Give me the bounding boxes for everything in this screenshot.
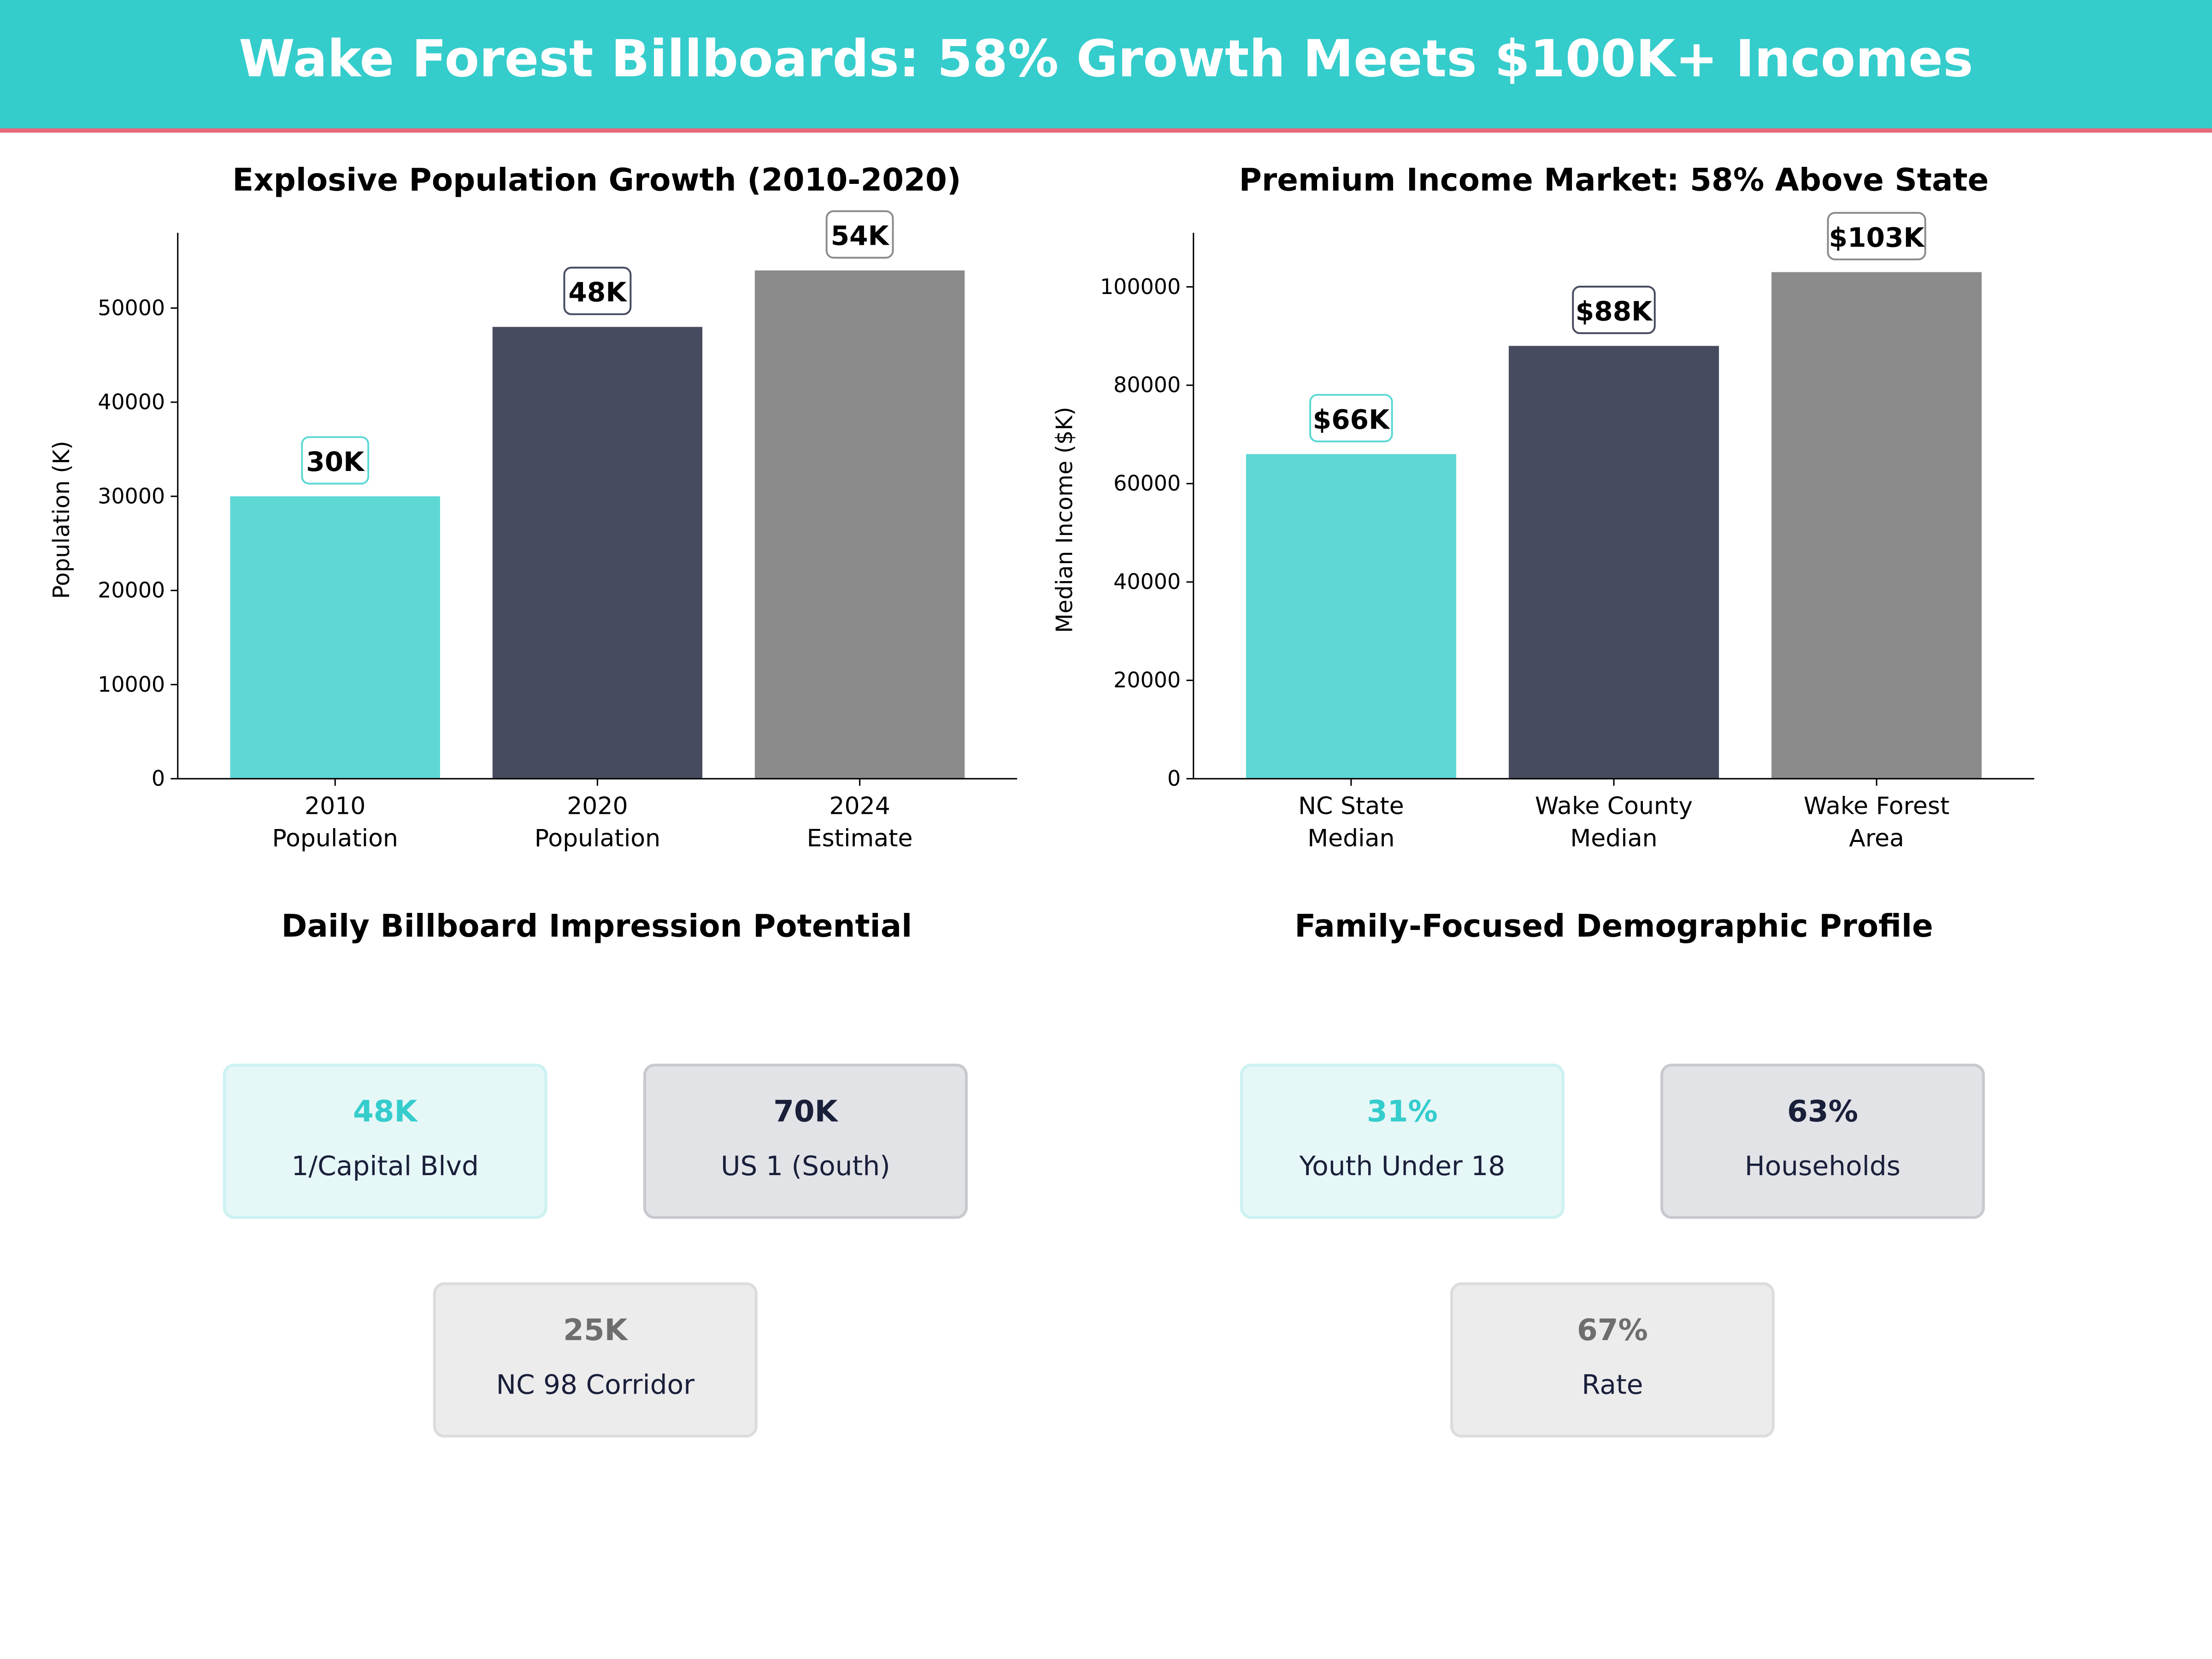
data-label-2: 54K [831,220,890,252]
bar-2 [754,270,965,779]
bar-0 [1246,454,1456,779]
impression-card-nc98: 25K NC 98 Corridor [433,1282,758,1438]
data-label-box-2 [825,210,894,259]
y-tick-label: 0 [152,766,165,791]
population-chart-title: Explosive Population Growth (2010-2020) [232,164,961,199]
y-tick-label: 20000 [98,578,165,603]
data-label-0: 30K [306,446,365,477]
y-tick-label: 30000 [98,483,165,508]
y-tick-label: 50000 [98,295,165,320]
impressions-title: Daily Billboard Impression Potential [281,910,912,946]
x-tick-label: Population [272,825,398,853]
demographics-title: Family-Focused Demographic Profile [1294,910,1933,946]
y-tick-label: 100000 [1100,274,1181,299]
data-label-box-1 [1572,286,1656,335]
x-tick-label: Wake Forest [1804,792,1950,820]
x-tick-label: NC State [1298,792,1404,820]
header-banner: Wake Forest Billboards: 58% Growth Meets… [0,0,2212,133]
card-value: 25K [563,1313,628,1347]
card-label: Rate [1582,1370,1643,1401]
data-label-0: $66K [1313,404,1390,435]
y-tick-label: 0 [1167,766,1181,791]
demographic-card-youth: 31% Youth Under 18 [1240,1064,1565,1219]
bar-0 [230,496,440,779]
y-axis-label: Population (K) [48,441,75,599]
bar-1 [492,327,703,779]
y-tick-label: 40000 [1113,569,1181,594]
data-label-1: 48K [568,276,627,308]
y-axis-label: Median Income ($K) [1052,407,1078,633]
card-value: 31% [1366,1094,1438,1129]
x-tick-label: 2020 [567,792,628,820]
card-label: Youth Under 18 [1299,1151,1506,1182]
card-label: US 1 (South) [720,1151,890,1182]
data-label-2: $103K [1829,222,1925,253]
y-tick-label: 20000 [1113,668,1181,693]
income-chart-title: Premium Income Market: 58% Above State [1239,164,1989,199]
bar-2 [1771,272,1982,779]
card-value: 63% [1787,1094,1858,1129]
card-label: Households [1744,1151,1901,1182]
x-tick-label: Population [535,825,660,853]
demographic-card-rate: 67% Rate [1450,1282,1775,1438]
y-tick-label: 80000 [1113,372,1181,397]
data-label-box-0 [301,436,370,485]
x-tick-label: Wake County [1535,792,1693,820]
x-tick-label: 2024 [829,792,890,820]
y-tick-label: 10000 [98,672,165,697]
x-tick-label: Median [1307,825,1394,853]
card-value: 48K [353,1094,418,1129]
demographic-card-households: 63% Households [1660,1064,1985,1219]
card-label: NC 98 Corridor [496,1370,695,1401]
x-tick-label: Estimate [807,825,913,853]
bar-1 [1508,346,1719,779]
x-tick-label: Area [1849,825,1904,853]
card-value: 67% [1577,1313,1648,1347]
x-tick-label: 2010 [305,792,365,820]
impression-card-capital-blvd: 48K 1/Capital Blvd [223,1064,547,1219]
page-title: Wake Forest Billboards: 58% Growth Meets… [239,31,1973,89]
y-tick-label: 40000 [98,389,165,414]
data-label-box-1 [563,266,632,315]
y-tick-label: 60000 [1113,471,1181,496]
data-label-box-0 [1309,394,1393,442]
x-tick-label: Median [1570,825,1657,853]
card-value: 70K [773,1094,838,1129]
card-label: 1/Capital Blvd [291,1151,479,1182]
data-label-box-2 [1827,212,1926,260]
impression-card-us1-south: 70K US 1 (South) [643,1064,968,1219]
data-label-1: $88K [1576,295,1653,327]
